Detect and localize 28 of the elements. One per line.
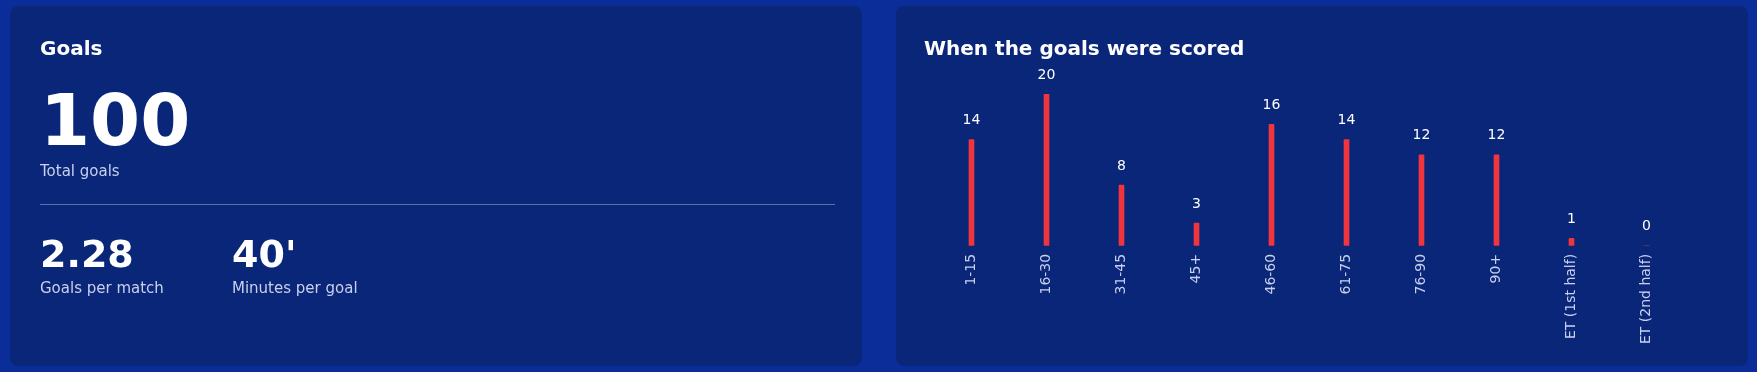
- data-label: 16: [1262, 96, 1281, 113]
- x-tick-label: 76-90: [1412, 253, 1429, 295]
- text: 40': [232, 232, 298, 276]
- text: Goals: [40, 36, 104, 60]
- data-label: 8: [1117, 156, 1126, 173]
- chart-title: When the goals were scored: [924, 36, 1246, 60]
- data-label: 12: [1487, 126, 1506, 143]
- text: 2.28: [40, 232, 135, 276]
- x-tick-label: 1-15: [962, 253, 979, 286]
- text: Minutes per goal: [232, 279, 358, 297]
- text: 100: [40, 78, 192, 162]
- data-label: 12: [1412, 126, 1431, 143]
- x-tick-label: 46-60: [1262, 253, 1279, 295]
- x-tick-label: ET (2nd half): [1637, 253, 1654, 345]
- data-label: 14: [962, 111, 981, 128]
- x-tick-label: 61-75: [1337, 253, 1354, 295]
- text: Total goals: [40, 162, 121, 180]
- x-tick-label: 16-30: [1037, 253, 1054, 295]
- data-label: 3: [1192, 194, 1201, 211]
- data-label: 20: [1037, 65, 1056, 82]
- data-label: 1: [1567, 209, 1576, 226]
- x-tick-label: ET (1st half): [1562, 253, 1579, 340]
- x-tick-label: 45+: [1187, 253, 1204, 284]
- x-tick-label: 90+: [1487, 253, 1504, 284]
- text: Goals per match: [40, 279, 165, 297]
- data-label: 0: [1642, 217, 1651, 234]
- x-tick-label: 31-45: [1112, 253, 1129, 295]
- data-label: 14: [1337, 111, 1356, 128]
